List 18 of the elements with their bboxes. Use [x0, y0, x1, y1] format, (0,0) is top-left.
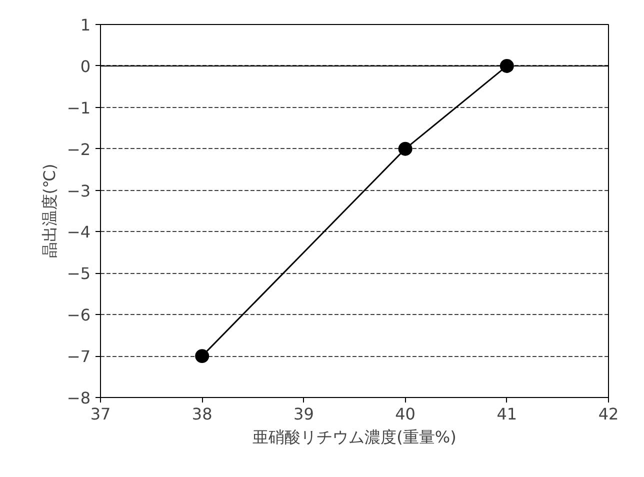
- y-tick-label: −8: [66, 388, 91, 408]
- y-tick-label: −7: [66, 347, 91, 366]
- y-tick-label: −4: [66, 222, 91, 242]
- x-tick-label: 40: [395, 404, 416, 424]
- y-tick-label: 0: [80, 56, 91, 76]
- y-tick-label: −3: [66, 181, 91, 200]
- y-tick-label: −1: [66, 98, 91, 118]
- y-tick-label: 1: [80, 16, 91, 34]
- y-tick-label: −2: [66, 140, 91, 159]
- x-tick-label: 38: [192, 404, 212, 424]
- y-axis-title: 晶出温度(℃): [40, 164, 59, 258]
- y-tick-label: −5: [66, 264, 91, 284]
- x-tick-label: 39: [294, 404, 314, 424]
- x-tick-label: 41: [496, 404, 518, 424]
- x-axis-title: 亜硝酸リチウム濃度(重量%): [252, 428, 456, 446]
- y-tick-label: −6: [66, 306, 91, 325]
- x-tick-label: 42: [598, 404, 619, 424]
- x-tick-label: 37: [90, 404, 111, 424]
